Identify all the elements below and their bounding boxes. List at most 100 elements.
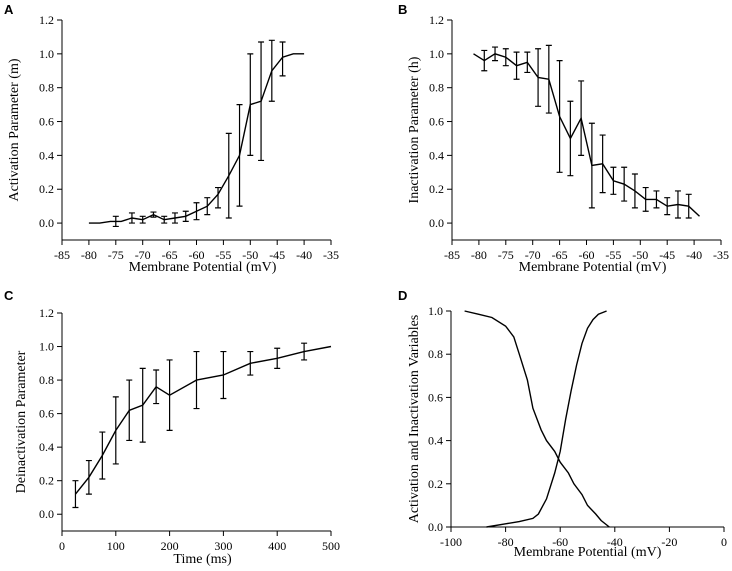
y-tick-label: 1.2	[39, 306, 54, 320]
error-bar	[524, 51, 531, 74]
error-bar	[481, 49, 488, 72]
panel-c: C 0.0 0.2 0.4 0.6 0.8 1.0 1.2 0 100 200 300 400 500 Ti…	[4, 288, 340, 567]
y-tick-label: 0.4	[39, 440, 54, 454]
error-bar	[220, 350, 227, 400]
x-tick-label: -45	[269, 248, 285, 262]
error-bar	[492, 46, 499, 62]
y-tick-label: 0.4	[39, 148, 54, 162]
y-tick-label: 0.8	[429, 81, 444, 95]
error-bar	[545, 44, 552, 114]
x-tick-label: -75	[498, 248, 514, 262]
y-tick-label: 0.6	[39, 115, 54, 129]
y-tick-label: 0.4	[428, 434, 443, 448]
x-tick-label: 200	[161, 539, 179, 553]
panel-letter: C	[4, 288, 14, 303]
series-line-activation	[486, 310, 607, 528]
error-bar	[182, 210, 189, 222]
y-tick-label: 0.0	[39, 216, 54, 230]
x-tick-label: -45	[659, 248, 675, 262]
y-tick-label: 0.0	[39, 507, 54, 521]
y-tick-label: 0.2	[429, 182, 444, 196]
panel-a: A 0.0 0.2 0.4 0.6 0.8 1.0 1.2 -85 -80 -75 -70 -65 -60…	[4, 2, 339, 275]
error-bar	[556, 60, 563, 173]
error-bar	[139, 215, 146, 224]
error-bar	[193, 350, 200, 410]
y-tick-label: 0.2	[39, 182, 54, 196]
x-tick-label: 100	[107, 539, 125, 553]
panel-letter: D	[398, 288, 407, 303]
y-tick-label: 1.0	[428, 304, 443, 318]
x-tick-label: -40	[607, 535, 623, 549]
x-tick-label: -35	[713, 248, 729, 262]
error-bar	[535, 48, 542, 107]
error-bar	[653, 190, 660, 209]
error-bar	[279, 41, 286, 77]
x-tick-label: -40	[686, 248, 702, 262]
x-tick-label: -70	[135, 248, 151, 262]
error-bar	[139, 367, 146, 443]
y-tick-label: 0.6	[428, 390, 443, 404]
x-tick-label: -60	[552, 535, 568, 549]
error-bar	[99, 431, 106, 480]
error-bar	[301, 342, 308, 361]
x-tick-label: -85	[444, 248, 460, 262]
y-axis-title: Activation Parameter (m)	[7, 58, 22, 201]
y-axis-title: Activation and Inactivation Variables	[407, 315, 422, 524]
error-bar	[664, 197, 671, 216]
error-bar	[268, 39, 275, 102]
error-bar	[588, 122, 595, 209]
error-bar	[599, 134, 606, 194]
error-bar	[631, 173, 638, 209]
error-bar	[225, 132, 232, 219]
x-tick-label: 300	[214, 539, 232, 553]
error-bar	[166, 359, 173, 431]
error-bar	[85, 459, 92, 495]
y-tick-label: 0.8	[428, 347, 443, 361]
x-tick-label: -85	[54, 248, 70, 262]
panel-letter: B	[398, 2, 407, 17]
error-bar	[236, 104, 243, 207]
error-bar	[112, 396, 119, 465]
error-bar	[642, 186, 649, 212]
error-bar	[274, 347, 281, 369]
error-bar	[72, 480, 79, 509]
x-axis-title: Membrane Potential (mV)	[514, 545, 662, 560]
x-tick-label: -35	[323, 248, 339, 262]
x-tick-label: -65	[162, 248, 178, 262]
y-tick-label: 0.8	[39, 81, 54, 95]
error-bar	[247, 350, 254, 376]
error-bar	[126, 379, 133, 442]
x-tick-label: -50	[242, 248, 258, 262]
x-tick-label: 0	[721, 535, 727, 549]
y-tick-label: 1.0	[39, 340, 54, 354]
x-tick-label: -60	[579, 248, 595, 262]
y-tick-label: 1.2	[39, 13, 54, 27]
x-tick-label: -40	[296, 248, 312, 262]
y-tick-label: 0.2	[39, 474, 54, 488]
error-bar	[578, 80, 585, 156]
series-line-inactivation	[464, 310, 610, 528]
x-axis-title: Time (ms)	[173, 552, 232, 567]
x-tick-label: 0	[59, 539, 65, 553]
x-tick-label: -50	[632, 248, 648, 262]
y-tick-label: 1.2	[429, 13, 444, 27]
y-tick-label: 0.6	[39, 407, 54, 421]
x-tick-label: -60	[189, 248, 205, 262]
x-tick-label: -55	[215, 248, 231, 262]
error-bar	[161, 215, 168, 224]
panel-b: B 0.0 0.2 0.4 0.6 0.8 1.0 1.2 -85 -80 -75 -70 -65 -60…	[398, 2, 729, 275]
panel-letter: A	[4, 2, 14, 17]
error-bar	[153, 369, 160, 405]
error-bar	[567, 100, 574, 177]
series-line-inactivation	[473, 53, 700, 217]
error-bar	[502, 48, 509, 67]
error-bar	[128, 212, 135, 224]
x-tick-label: -75	[108, 248, 124, 262]
error-bar	[247, 53, 254, 156]
error-bar	[193, 202, 200, 221]
panel-d: D 0.0 0.2 0.4 0.6 0.8 1.0 -100 -80 -60 -40 -20 0 Memb…	[398, 288, 727, 560]
y-tick-label: 0.8	[39, 373, 54, 387]
x-tick-label: -80	[498, 535, 514, 549]
y-tick-label: 0.4	[429, 148, 444, 162]
x-tick-label: -80	[81, 248, 97, 262]
